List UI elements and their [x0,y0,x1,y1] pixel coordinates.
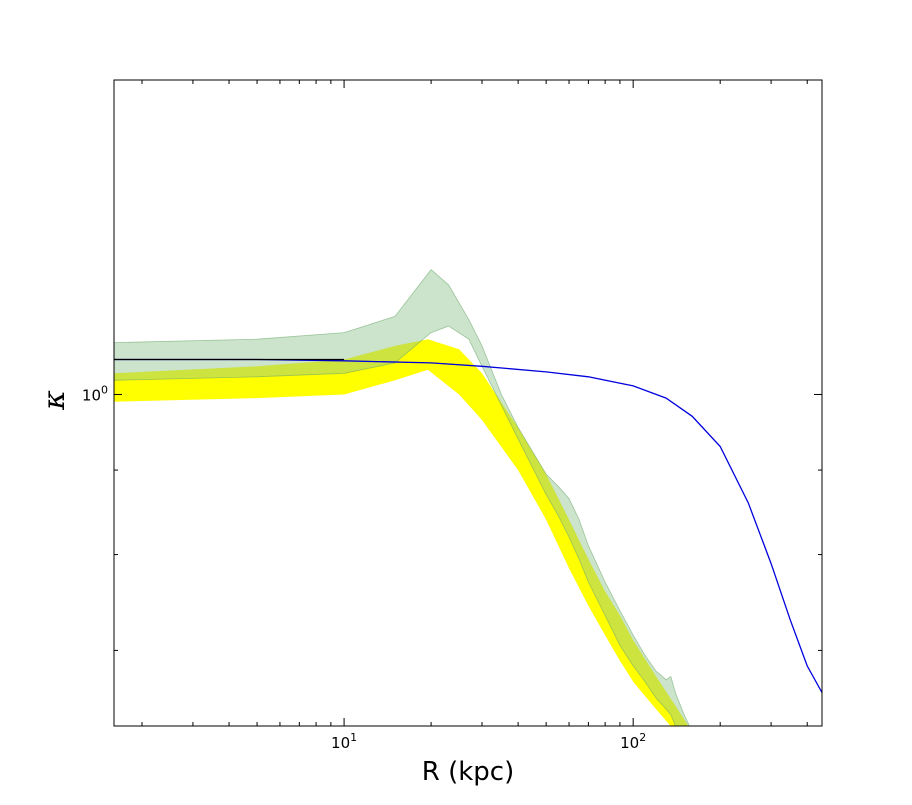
y-tick-label: 100 [82,383,108,404]
green-band [114,269,690,726]
blue-line [114,358,822,693]
plot-frame [113,79,823,727]
x-axis-label: R (kpc) [422,757,514,787]
x-tick-label: 102 [620,731,646,752]
y-axis-label: κ [37,390,72,411]
x-tick-label: 101 [331,731,357,752]
yellow-band [114,339,689,726]
